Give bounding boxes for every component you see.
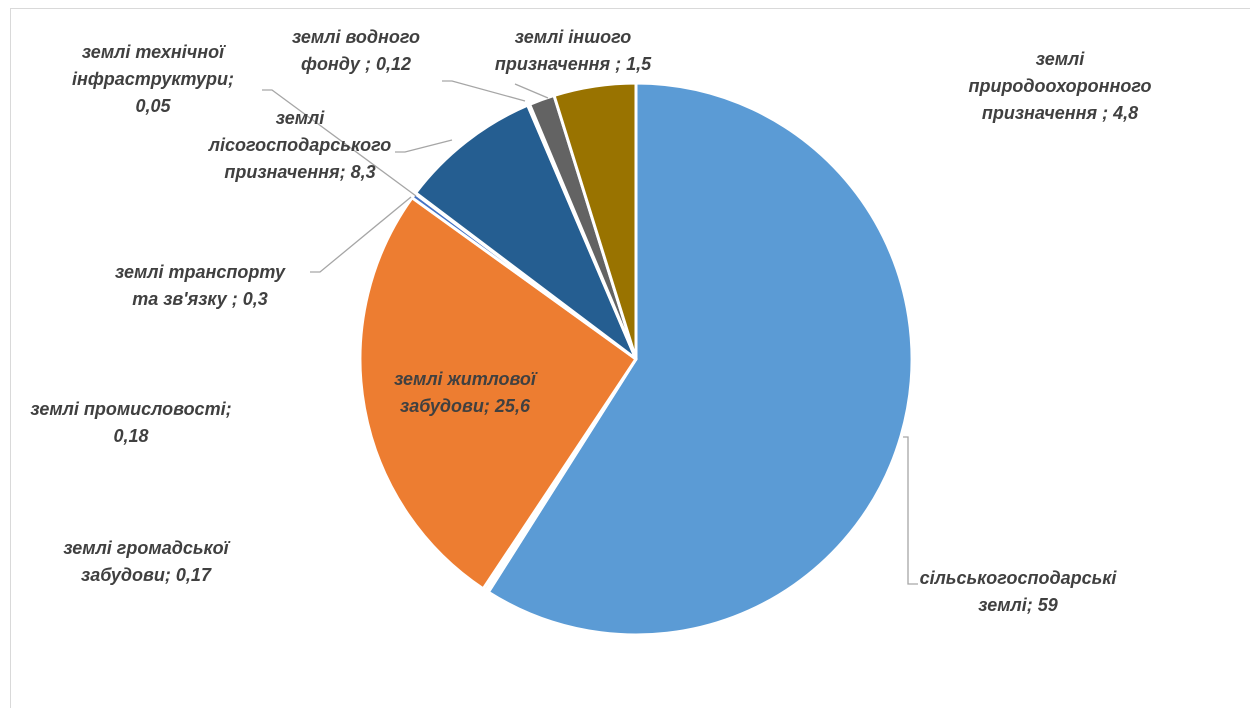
leader-line-1 xyxy=(903,436,918,585)
data-label-6: землі технічної інфраструктури; 0,05 xyxy=(72,42,234,116)
data-label-line: землі транспорту xyxy=(115,262,286,282)
data-label-2: землі громадської забудови; 0,17 xyxy=(63,538,230,585)
pie-slice-1 xyxy=(486,81,914,637)
data-label-8: землі водного фонду ; 0,12 xyxy=(292,27,420,74)
data-label-line: землі xyxy=(276,108,325,128)
data-label-line: фонду ; 0,12 xyxy=(301,54,411,74)
data-label-line: забудови; 25,6 xyxy=(400,396,531,416)
data-label-7: землі лісогосподарського призначення; 8,3 xyxy=(208,108,391,182)
data-label-line: землі іншого xyxy=(515,27,632,47)
pie-slice-4 xyxy=(358,196,638,591)
pie-slice-7 xyxy=(414,103,638,361)
data-label-3: землі промисловості; 0,18 xyxy=(30,399,231,446)
data-label-line: сільськогосподарські xyxy=(920,568,1118,588)
data-label-line: землі xyxy=(1036,49,1085,69)
leader-line-5 xyxy=(310,196,412,273)
data-label-line: призначення ; 4,8 xyxy=(982,103,1138,123)
data-label-1: сільськогосподарські землі; 59 xyxy=(920,568,1118,615)
leader-lines xyxy=(262,80,918,585)
leader-line-7 xyxy=(395,139,453,153)
data-label-line: 0,05 xyxy=(135,96,171,116)
data-label-line: землі водного xyxy=(292,27,420,47)
data-label-9: землі іншого призначення ; 1,5 xyxy=(495,27,652,74)
data-label-line: землі технічної xyxy=(82,42,226,62)
data-label-5: землі транспорту та зв'язку ; 0,3 xyxy=(115,262,286,309)
leader-line-6 xyxy=(262,89,417,197)
data-label-line: землі громадської xyxy=(63,538,230,558)
data-labels: сільськогосподарські землі; 59 землі грома… xyxy=(30,27,1151,615)
data-label-line: та зв'язку ; 0,3 xyxy=(132,289,268,309)
data-label-line: землі; 59 xyxy=(978,595,1058,615)
pie-slices xyxy=(358,81,914,637)
data-label-line: призначення ; 1,5 xyxy=(495,54,652,74)
leader-line-9 xyxy=(514,83,549,99)
data-label-line: інфраструктури; xyxy=(72,69,234,89)
data-label-line: землі промисловості; xyxy=(30,399,231,419)
data-label-line: забудови; 0,17 xyxy=(81,565,212,585)
data-label-line: землі житлової xyxy=(394,369,538,389)
data-label-10: землі природоохоронного призначення ; 4,8 xyxy=(968,49,1151,123)
data-label-line: 0,18 xyxy=(113,426,148,446)
data-label-line: призначення; 8,3 xyxy=(224,162,375,182)
leader-line-8 xyxy=(442,80,526,102)
pie-slice-10 xyxy=(552,81,638,361)
data-label-line: природоохоронного xyxy=(968,76,1151,96)
data-label-4: землі житлової забудови; 25,6 xyxy=(394,369,538,416)
chart-frame xyxy=(10,8,1250,708)
data-label-line: лісогосподарського xyxy=(208,135,391,155)
